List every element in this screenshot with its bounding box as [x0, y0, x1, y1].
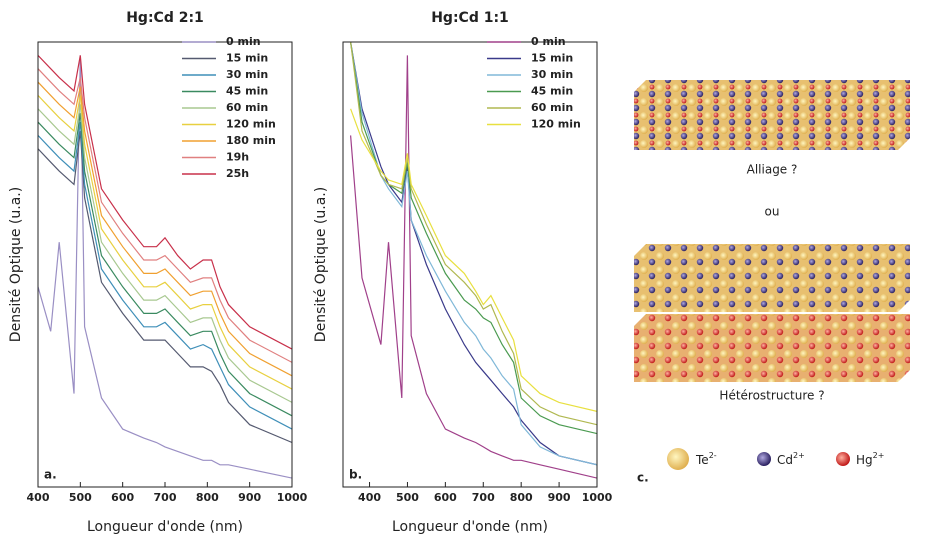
legend-ion: Cd2+ [777, 451, 805, 467]
legend-label: 45 min [531, 85, 573, 98]
alloy-platelet [634, 80, 910, 150]
legend-label: 60 min [531, 101, 573, 114]
x-tick-label: 700 [154, 491, 177, 504]
series-line [38, 104, 292, 403]
x-tick-label: 1000 [277, 491, 308, 504]
x-tick-label: 600 [434, 491, 457, 504]
series-line [350, 108, 597, 412]
ion-charge: 2+ [873, 451, 885, 460]
legend-label: 25h [226, 167, 249, 180]
series-line [38, 81, 292, 377]
ion-charge: 2+ [793, 451, 805, 460]
legend-ion: Hg2+ [856, 451, 884, 467]
series-line [38, 122, 292, 430]
panel-label: b. [349, 468, 362, 482]
legend-label: 30 min [531, 68, 573, 81]
legend-label: 19h [226, 151, 249, 164]
x-tick-label: 400 [358, 491, 381, 504]
series-line [350, 42, 597, 426]
panel-label: c. [637, 471, 649, 485]
x-axis-label: Longueur d'onde (nm) [392, 519, 548, 535]
x-tick-label: 1000 [582, 491, 613, 504]
series-line [38, 68, 292, 363]
x-tick-label: 700 [472, 491, 495, 504]
series-line [38, 55, 292, 479]
ion-symbol: Cd [777, 453, 793, 467]
series-line [38, 94, 292, 390]
x-axis-label: Longueur d'onde (nm) [87, 519, 243, 535]
x-tick-label: 500 [396, 491, 419, 504]
legend-label: 45 min [226, 85, 268, 98]
panel-label: a. [44, 468, 57, 482]
legend-label: 30 min [226, 68, 268, 81]
hetero-label: Hétérostructure ? [719, 389, 824, 403]
chart-title: Hg:Cd 2:1 [126, 10, 204, 26]
legend-label: 180 min [226, 134, 276, 147]
series-line [38, 113, 292, 417]
series-line [38, 54, 292, 350]
x-tick-label: 500 [69, 491, 92, 504]
x-tick-label: 600 [111, 491, 134, 504]
te-icon [667, 448, 689, 470]
legend-label: 120 min [531, 118, 581, 131]
x-tick-label: 400 [27, 491, 50, 504]
x-tick-label: 900 [548, 491, 571, 504]
legend-label: 15 min [531, 52, 573, 65]
series-line [350, 42, 597, 466]
y-axis-label: Densité Optique (u.a.) [8, 187, 24, 342]
x-tick-label: 800 [510, 491, 533, 504]
hg-platelet [634, 314, 910, 382]
x-tick-label: 900 [238, 491, 261, 504]
ion-symbol: Te [695, 453, 709, 467]
plot-area [38, 54, 292, 479]
alloy-label: Alliage ? [747, 163, 798, 177]
chart: Hg:Cd 2:1 400 500 600 700 800 900 1000 Longueur … [8, 10, 308, 535]
plot-area [350, 42, 597, 479]
legend-label: 120 min [226, 118, 276, 131]
y-axis-label: Densité Optique (u.a.) [313, 187, 329, 342]
legend-label: 0 min [531, 35, 566, 48]
cd-platelet [634, 244, 910, 312]
or-label: ou [765, 205, 780, 219]
diagram: Alliage ? ou Hétérostructure ? c. Te2- C… [634, 80, 910, 485]
ion-charge: 2- [709, 451, 717, 460]
series-line [38, 130, 292, 444]
legend-label: 0 min [226, 35, 261, 48]
x-tick-label: 800 [196, 491, 219, 504]
chart-title: Hg:Cd 1:1 [431, 10, 509, 26]
cd-icon [757, 452, 771, 466]
legend-label: 15 min [226, 52, 268, 65]
chart: Hg:Cd 1:1 400 500 600 700 800 900 1000 Longueur … [313, 10, 613, 535]
ion-symbol: Hg [856, 453, 873, 467]
axes-frame [342, 41, 598, 488]
series-line [350, 55, 597, 479]
legend-ion: Te2- [695, 451, 717, 467]
legend-label: 60 min [226, 101, 268, 114]
hg-icon [836, 452, 850, 466]
